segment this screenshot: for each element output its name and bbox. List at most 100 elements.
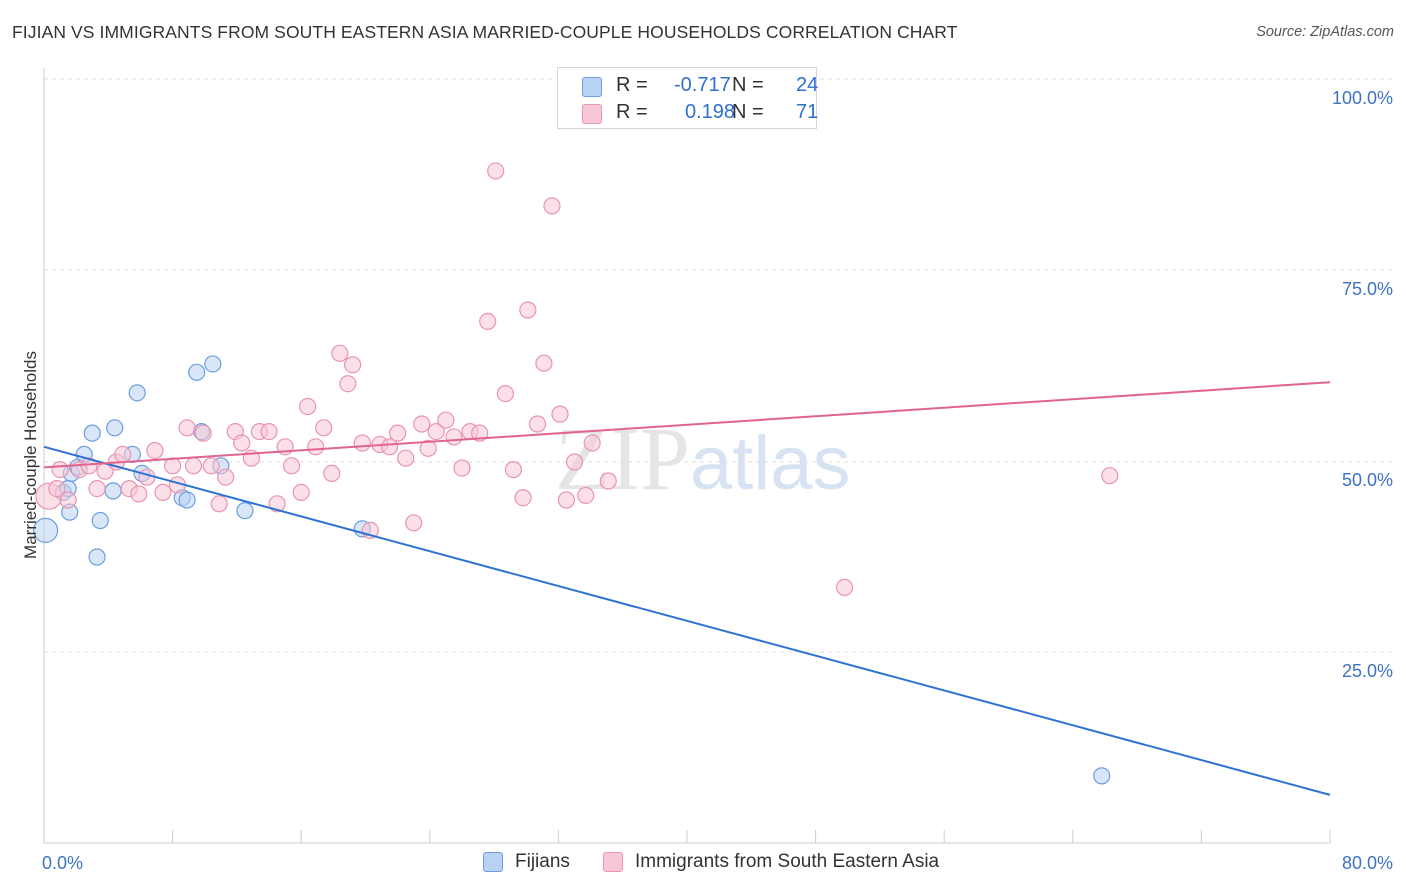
asia-point: [138, 468, 156, 486]
asia-point: [535, 354, 553, 372]
legend-r-label: R =: [616, 101, 648, 123]
asia-swatch: [603, 852, 623, 872]
asia-point: [315, 419, 333, 437]
fijians-point: [104, 482, 122, 500]
asia-point: [437, 411, 455, 429]
fijians-point: [204, 355, 222, 373]
asia-point: [479, 312, 497, 330]
asia-point: [353, 434, 371, 452]
asia-point: [487, 162, 505, 180]
legend-n-label: N =: [732, 101, 764, 123]
asia-point: [445, 428, 463, 446]
asia-point: [381, 438, 399, 456]
asia-point: [453, 459, 471, 477]
asia-point: [202, 457, 220, 475]
fijians-swatch: [483, 852, 503, 872]
trend-layer: [43, 381, 1331, 796]
asia-point: [88, 480, 106, 498]
asia-point: [583, 434, 601, 452]
asia-point: [233, 434, 251, 452]
fijians-point: [1093, 767, 1111, 785]
fijians-point: [178, 491, 196, 509]
asia-point: [557, 491, 576, 509]
label-layer: 25.0% 50.0% 75.0% 100.0% 0.0% 80.0%: [42, 88, 1393, 873]
asia-swatch: [582, 104, 602, 124]
fijians-point: [88, 548, 106, 566]
asia-point: [551, 405, 569, 423]
asia-point: [154, 483, 172, 501]
asia-point: [427, 423, 445, 441]
asia-point: [292, 483, 310, 501]
asia-point: [178, 419, 196, 437]
correlation-legend: R = -0.717 N = 24 R = 0.198 N = 71: [557, 67, 819, 129]
asia-point: [114, 445, 132, 463]
asia-point: [210, 495, 228, 513]
asia-point: [405, 514, 423, 532]
asia-point: [519, 301, 537, 319]
legend-n-value: 24: [796, 74, 819, 96]
asia-trend-line: [43, 381, 1331, 469]
asia-point: [260, 423, 278, 441]
asia-point: [419, 439, 437, 457]
asia-point: [339, 375, 357, 393]
asia-point: [164, 457, 182, 475]
legend-r-value: -0.717: [674, 74, 731, 96]
asia-point: [577, 486, 595, 505]
fijians-point: [91, 511, 109, 530]
asia-point: [389, 424, 407, 442]
watermark-atlas: atlas: [690, 421, 851, 506]
fijians-point: [106, 419, 124, 437]
fijians-swatch: [582, 77, 602, 97]
asia-point: [413, 415, 431, 433]
legend-r-value: 0.198: [685, 101, 736, 123]
y-tick-label: 25.0%: [1342, 661, 1393, 681]
asia-point: [504, 461, 522, 479]
asia-point: [835, 578, 854, 597]
x-tick-label: 0.0%: [42, 853, 83, 873]
asia-point: [496, 385, 514, 403]
asia-point: [299, 397, 317, 416]
fijians-point: [128, 384, 146, 402]
asia-point: [1101, 467, 1119, 485]
bottom-legend-label: Immigrants from South Eastern Asia: [635, 851, 940, 872]
asia-point: [514, 489, 532, 507]
asia-point: [146, 442, 164, 460]
asia-point: [565, 453, 584, 471]
asia-point: [543, 197, 561, 215]
asia-point: [282, 457, 301, 475]
asia-point: [599, 472, 617, 490]
asia-point: [471, 424, 489, 442]
y-tick-label: 100.0%: [1332, 88, 1393, 108]
asia-point: [194, 424, 212, 442]
legend-r-label: R =: [616, 74, 648, 96]
axis-layer: [43, 68, 1331, 844]
fijians-point: [83, 424, 101, 442]
asia-point: [528, 415, 547, 433]
fijians-point: [236, 502, 254, 520]
asia-point: [323, 464, 341, 482]
bottom-legend-label: Fijians: [515, 851, 570, 872]
points-layer: [33, 162, 1119, 785]
legend-n-label: N =: [732, 74, 764, 96]
legend-n-value: 71: [796, 101, 819, 123]
asia-point: [184, 457, 203, 475]
asia-point: [344, 356, 362, 374]
asia-point: [331, 344, 349, 362]
asia-point: [217, 468, 235, 486]
y-axis-label: Married-couple Households: [21, 351, 40, 559]
x-tick-label: 80.0%: [1342, 853, 1393, 873]
asia-point: [51, 461, 69, 479]
fijians-point: [33, 517, 59, 544]
grid-layer: [44, 78, 1395, 653]
asia-point: [130, 485, 148, 503]
y-tick-label: 50.0%: [1342, 470, 1393, 490]
fijians-point: [188, 363, 206, 381]
asia-point: [59, 491, 77, 509]
asia-point: [397, 449, 415, 467]
chart-title: FIJIAN VS IMMIGRANTS FROM SOUTH EASTERN …: [12, 22, 958, 42]
y-tick-label: 75.0%: [1342, 279, 1393, 299]
chart-source: Source: ZipAtlas.com: [1256, 24, 1394, 40]
asia-point: [307, 438, 325, 456]
asia-point: [48, 480, 66, 498]
